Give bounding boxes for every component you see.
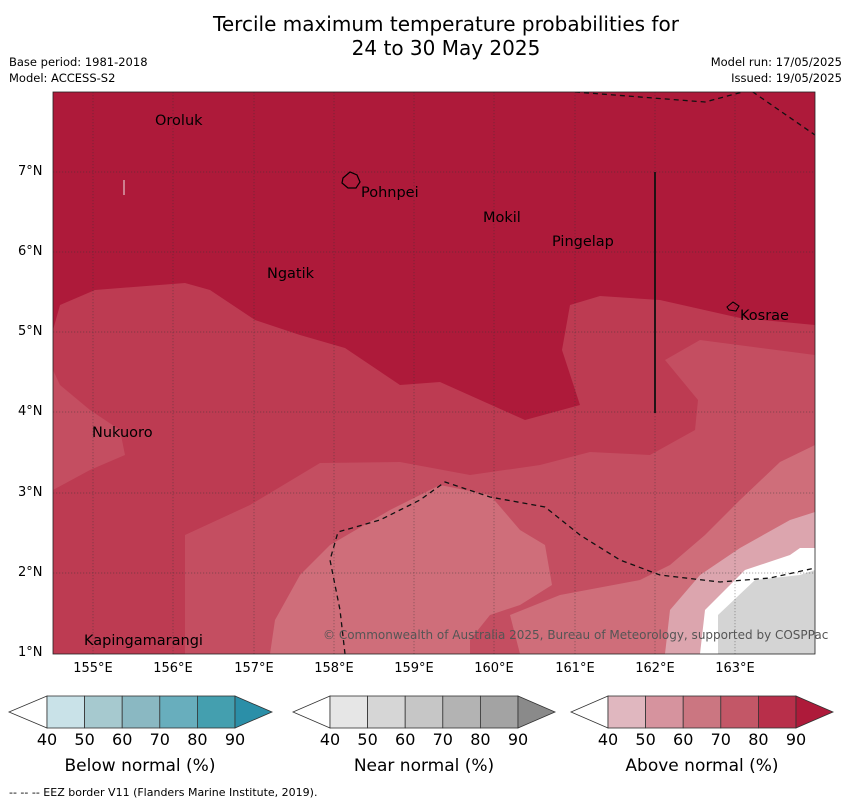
model-name: Model: ACCESS-S2 <box>9 71 116 85</box>
cbar-near-tick: 50 <box>357 730 378 749</box>
y-tick-2n: 2°N <box>18 565 43 580</box>
eez-border <box>329 92 815 654</box>
model-run: Model run: 17/05/2025 <box>710 55 842 69</box>
cbar-near-tick: 90 <box>507 730 529 749</box>
base-period: Base period: 1981-2018 <box>9 55 148 69</box>
cbar-above-seg-3 <box>682 695 722 729</box>
kosrae-island <box>726 301 740 312</box>
y-tick-1n: 1°N <box>18 645 43 660</box>
x-tick-163e: 163°E <box>715 661 755 676</box>
cbar-near-seg-1 <box>329 695 368 729</box>
map-frame <box>52 91 816 655</box>
chart-title: Tercile maximum temperature probabilitie… <box>0 12 850 60</box>
cbar-above-tick: 70 <box>710 730 731 749</box>
band-near-50 <box>718 570 815 654</box>
cbar-near-seg-6 <box>517 695 557 729</box>
place-nukuoro: Nukuoro <box>92 425 153 441</box>
probability-map <box>53 92 815 654</box>
cbar-above-seg-4 <box>720 695 759 729</box>
cbar-above-title: Above normal (%) <box>625 756 779 776</box>
cbar-near-tick: 40 <box>319 730 341 749</box>
cbar-near-tick: 70 <box>432 730 453 749</box>
cbar-near-seg-0 <box>291 695 331 729</box>
y-tick-7n: 7°N <box>18 164 43 179</box>
place-pohnpei: Pohnpei <box>361 185 419 201</box>
eez-footnote: -- -- -- EEZ border V11 (Flanders Marine… <box>9 786 318 799</box>
colorbar-above <box>569 695 835 729</box>
title-line-1: Tercile maximum temperature probabilitie… <box>213 12 679 36</box>
x-tick-160e: 160°E <box>474 661 514 676</box>
x-tick-157e: 157°E <box>234 661 274 676</box>
y-tick-4n: 4°N <box>18 404 43 419</box>
issued-date: Issued: 19/05/2025 <box>731 71 842 85</box>
x-tick-155e: 155°E <box>73 661 113 676</box>
cbar-below-seg-5 <box>196 695 236 729</box>
colorbar-near <box>291 695 557 729</box>
cbar-below-seg-1 <box>46 695 85 729</box>
place-mokil: Mokil <box>483 210 521 226</box>
cbar-below-tick: 60 <box>112 730 133 749</box>
x-tick-162e: 162°E <box>635 661 675 676</box>
cbar-below-tick: 40 <box>36 730 58 749</box>
cbar-above-seg-0 <box>569 695 609 729</box>
cbar-above-tick: 50 <box>635 730 656 749</box>
cbar-above-tick: 60 <box>673 730 694 749</box>
cbar-below-tick: 80 <box>187 730 208 749</box>
x-tick-158e: 158°E <box>314 661 354 676</box>
x-tick-161e: 161°E <box>555 661 595 676</box>
colorbar-below <box>7 695 274 729</box>
cbar-below-tick: 50 <box>74 730 95 749</box>
place-pingelap: Pingelap <box>552 234 614 250</box>
pohnpei-island <box>341 171 361 189</box>
x-tick-159e: 159°E <box>394 661 434 676</box>
cbar-below-title: Below normal (%) <box>64 756 216 776</box>
cbar-below-seg-0 <box>7 695 48 729</box>
y-tick-5n: 5°N <box>18 324 43 339</box>
cbar-above-tick: 40 <box>597 730 619 749</box>
cbar-near-seg-4 <box>442 695 481 729</box>
cbar-near-seg-5 <box>479 695 519 729</box>
cbar-near-seg-3 <box>404 695 444 729</box>
x-tick-156e: 156°E <box>153 661 193 676</box>
meta-right: Model run: 17/05/2025 Issued: 19/05/2025 <box>711 54 842 86</box>
cbar-above-seg-5 <box>758 695 797 729</box>
cbar-below-seg-6 <box>234 695 274 729</box>
place-kapingamarangi: Kapingamarangi <box>84 633 203 649</box>
cbar-above-seg-1 <box>607 695 646 729</box>
cbar-below-tick: 70 <box>149 730 170 749</box>
title-line-2: 24 to 30 May 2025 <box>351 36 541 60</box>
cbar-above-seg-6 <box>795 695 835 729</box>
meta-left: Base period: 1981-2018 Model: ACCESS-S2 <box>9 54 148 86</box>
cbar-above-tick: 80 <box>748 730 769 749</box>
cbar-near-tick: 80 <box>470 730 491 749</box>
cbar-below-tick: 90 <box>224 730 246 749</box>
graticule <box>53 92 815 654</box>
cbar-near-tick: 60 <box>395 730 416 749</box>
place-ngatik: Ngatik <box>267 266 315 282</box>
cbar-below-seg-3 <box>121 695 161 729</box>
y-tick-3n: 3°N <box>18 485 43 500</box>
cbar-above-seg-2 <box>645 695 684 729</box>
place-oroluk: Oroluk <box>155 113 203 129</box>
cbar-above-tick: 90 <box>785 730 807 749</box>
cbar-below-seg-4 <box>159 695 198 729</box>
y-tick-6n: 6°N <box>18 244 43 259</box>
place-kosrae: Kosrae <box>740 308 789 324</box>
copyright-notice: © Commonwealth of Australia 2025, Bureau… <box>323 628 829 642</box>
cbar-near-title: Near normal (%) <box>353 756 495 776</box>
cbar-near-seg-2 <box>367 695 406 729</box>
cbar-below-seg-2 <box>84 695 123 729</box>
